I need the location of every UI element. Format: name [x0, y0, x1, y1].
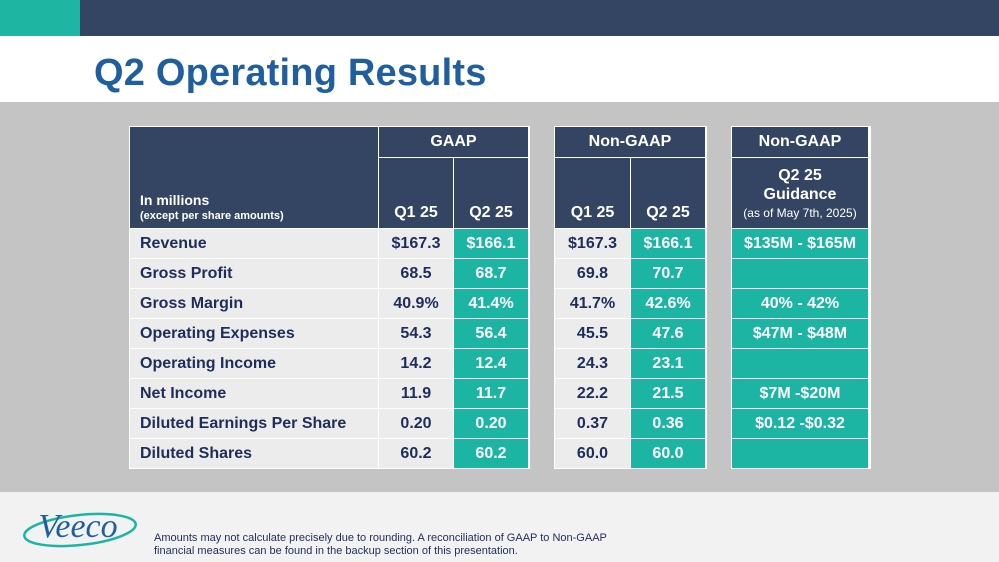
nongaap-q2-cell: 70.7: [631, 259, 705, 288]
guidance-cell: $135M - $165M: [732, 229, 868, 258]
guidance-cell: $0.12 -$0.32: [732, 409, 868, 438]
row-label: Operating Expenses: [130, 319, 378, 348]
gaap-q2-cell: 12.4: [454, 349, 528, 378]
gaap-q2-cell: 56.4: [454, 319, 528, 348]
nongaap-q2-cell: 23.1: [631, 349, 705, 378]
gaap-q1-cell: 54.3: [379, 319, 453, 348]
guidance-quarter: Q2 25: [778, 167, 822, 184]
footnote: Amounts may not calculate precisely due …: [154, 532, 607, 558]
top-bar: [0, 0, 999, 36]
guidance-cell: [732, 439, 868, 468]
gaap-q1-cell: 14.2: [379, 349, 453, 378]
guidance-column-header: Q2 25 Guidance (as of May 7th, 2025): [732, 158, 868, 228]
gaap-q2-cell: 0.20: [454, 409, 528, 438]
gaap-q1-cell: 40.9%: [379, 289, 453, 318]
gaap-q2-cell: 41.4%: [454, 289, 528, 318]
nongaap-q1-cell: 24.3: [555, 349, 630, 378]
label-header: In millions (except per share amounts): [130, 127, 378, 228]
nongaap-q2-cell: 42.6%: [631, 289, 705, 318]
nongaap-q1-cell: 69.8: [555, 259, 630, 288]
guidance-label: Guidance: [763, 186, 837, 203]
gaap-q1-cell: 11.9: [379, 379, 453, 408]
gaap-q2-cell: $166.1: [454, 229, 528, 258]
row-label: Gross Margin: [130, 289, 378, 318]
gaap-q2-cell: 11.7: [454, 379, 528, 408]
footnote-line-2: financial measures can be found in the b…: [154, 545, 518, 557]
nongaap-q2-cell: 60.0: [631, 439, 705, 468]
guidance-cell: $47M - $48M: [732, 319, 868, 348]
guidance-group-header: Non-GAAP: [732, 127, 868, 157]
row-label: Diluted Earnings Per Share: [130, 409, 378, 438]
footer-band: [0, 492, 999, 562]
guidance-cell: 40% - 42%: [732, 289, 868, 318]
row-label: Net Income: [130, 379, 378, 408]
footnote-line-1: Amounts may not calculate precisely due …: [154, 532, 607, 544]
logo-wordmark: Veeco: [38, 508, 117, 545]
row-label: Operating Income: [130, 349, 378, 378]
nongaap-q1-cell: $167.3: [555, 229, 630, 258]
title-band: [0, 36, 999, 102]
row-label: Gross Profit: [130, 259, 378, 288]
row-label: Diluted Shares: [130, 439, 378, 468]
guidance-cell: $7M -$20M: [732, 379, 868, 408]
gaap-q2-header: Q2 25: [454, 158, 528, 228]
gaap-group-header: GAAP: [379, 127, 528, 157]
gaap-q1-cell: 68.5: [379, 259, 453, 288]
nongaap-q1-cell: 60.0: [555, 439, 630, 468]
guidance-cell: [732, 259, 868, 288]
nongaap-q1-cell: 41.7%: [555, 289, 630, 318]
nongaap-table: Non-GAAP Q1 25 Q2 25 $167.3 $166.1 69.8 …: [554, 126, 707, 469]
nongaap-q2-cell: 47.6: [631, 319, 705, 348]
label-header-title: In millions: [140, 192, 210, 208]
gaap-table: In millions (except per share amounts) G…: [129, 126, 530, 469]
nongaap-q1-cell: 45.5: [555, 319, 630, 348]
gaap-q2-cell: 60.2: [454, 439, 528, 468]
nongaap-q2-cell: 21.5: [631, 379, 705, 408]
veeco-logo: Veeco: [23, 508, 137, 548]
label-header-subtitle: (except per share amounts): [140, 210, 284, 222]
nongaap-q2-cell: 0.36: [631, 409, 705, 438]
nongaap-q1-cell: 22.2: [555, 379, 630, 408]
nongaap-q2-cell: $166.1: [631, 229, 705, 258]
nongaap-group-header: Non-GAAP: [555, 127, 705, 157]
guidance-date: (as of May 7th, 2025): [743, 206, 857, 220]
row-label: Revenue: [130, 229, 378, 258]
nongaap-q1-cell: 0.37: [555, 409, 630, 438]
top-accent-bar: [0, 0, 80, 36]
gaap-q1-cell: $167.3: [379, 229, 453, 258]
gaap-q1-header: Q1 25: [379, 158, 453, 228]
nongaap-q2-header: Q2 25: [631, 158, 705, 228]
nongaap-q1-header: Q1 25: [555, 158, 630, 228]
gaap-q2-cell: 68.7: [454, 259, 528, 288]
guidance-table: Non-GAAP Q2 25 Guidance (as of May 7th, …: [731, 126, 871, 469]
slide-title: Q2 Operating Results: [94, 52, 487, 94]
gaap-q1-cell: 60.2: [379, 439, 453, 468]
guidance-cell: [732, 349, 868, 378]
gaap-q1-cell: 0.20: [379, 409, 453, 438]
